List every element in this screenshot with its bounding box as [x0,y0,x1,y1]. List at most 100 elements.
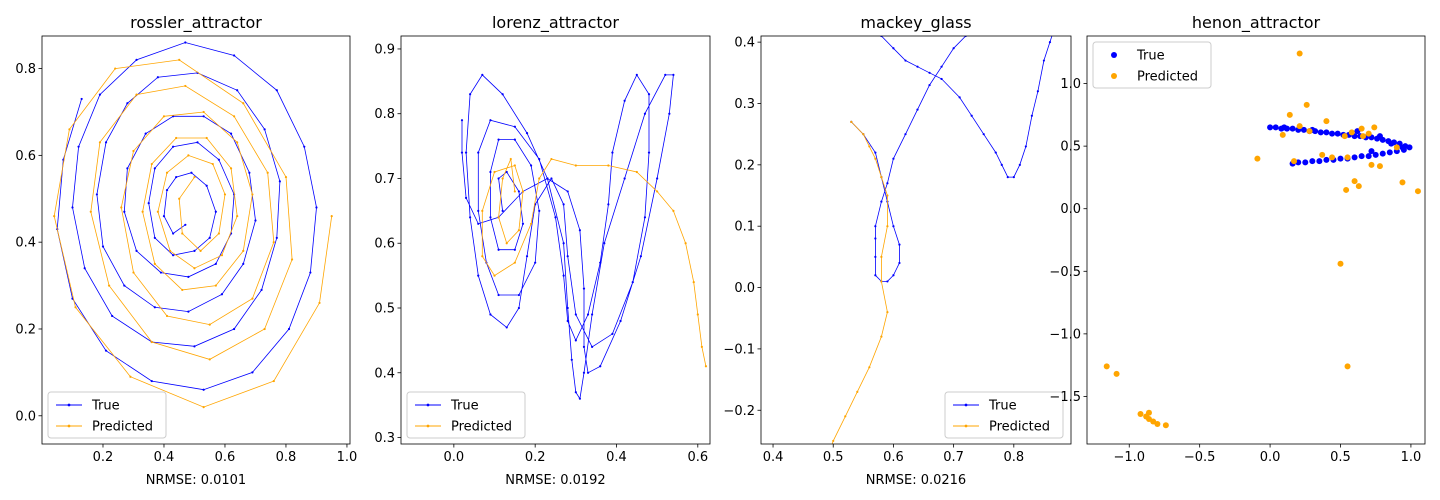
data-point-predicted [181,232,184,235]
data-point-true [505,170,508,174]
y-tick-label: 0.8 [15,62,36,77]
data-point-true [80,97,83,101]
data-point-true [599,261,602,264]
data-point-true [586,371,590,374]
data-point-predicted [513,261,516,264]
series-line-true [461,74,674,400]
scatter-point-predicted [1143,413,1150,420]
y-tick-label: 0.3 [734,97,755,112]
data-point-true [582,287,586,290]
y-tick-label: 0.5 [1060,140,1081,155]
data-point-predicted [850,120,853,123]
data-point-predicted [193,267,196,270]
data-point-true [672,73,675,76]
scatter-point-predicted [1343,186,1350,193]
data-point-predicted [184,84,187,88]
legend-box [1092,41,1212,89]
data-point-predicted [574,164,577,167]
panel-title: rossler_attractor [130,13,262,33]
data-point-true [469,216,472,219]
x-tick-label: 0.2 [525,450,546,465]
data-point-true [619,319,622,323]
data-point-predicted [856,390,859,393]
legend-marker-predicted [426,424,430,428]
data-point-true [656,177,659,180]
data-point-predicted [509,157,512,161]
legend-marker-true [964,403,968,407]
data-point-true [994,151,997,154]
data-point-true [153,236,156,239]
data-point-predicted [635,170,638,174]
scatter-point-predicted [1329,154,1336,161]
data-point-true [562,203,565,206]
data-point-predicted [513,164,516,167]
data-point-true [582,345,586,348]
data-point-true [1036,90,1039,93]
data-point-true [940,65,943,68]
data-point-true [538,209,541,212]
scatter-point-true [1272,124,1279,131]
scatter-point-predicted [1344,363,1351,370]
legend-label-true: True [450,399,479,414]
data-point-predicted [223,193,227,196]
data-point-predicted [513,190,516,193]
data-point-predicted [832,439,835,443]
data-point-predicted [862,133,865,136]
scatter-point-true [1267,124,1274,131]
data-point-true [647,93,651,96]
series-line-predicted [53,59,333,408]
data-point-true [126,167,129,170]
data-point-true [172,232,175,235]
data-point-predicted [135,93,138,96]
legend-marker-true [1111,52,1117,58]
data-point-predicted [178,197,181,200]
data-point-true [101,245,105,248]
scatter-point-true [1399,144,1406,151]
scatter-point-predicted [1103,363,1110,370]
axes-frame [760,35,1072,445]
data-point-true [982,133,985,136]
data-point-true [554,216,557,219]
data-point-true [489,313,492,316]
data-point-true [1000,163,1003,166]
data-point-predicted [74,306,77,309]
scatter-point-predicted [1355,183,1362,190]
data-point-true [892,47,895,50]
data-point-true [570,358,573,361]
data-point-true [156,76,159,79]
scatter-point-predicted [1368,161,1375,168]
scatter-point-predicted [1348,129,1355,136]
scatter-point-predicted [1323,118,1330,125]
data-point-true [477,274,480,277]
data-point-true [309,271,312,274]
data-point-true [874,151,877,154]
data-point-predicted [656,190,659,193]
data-point-predicted [150,340,153,344]
data-point-true [460,151,464,154]
data-point-true [104,349,108,352]
data-point-true [574,391,577,394]
series-line-true [880,36,1053,178]
legend-marker-predicted [964,424,968,428]
data-point-predicted [481,209,484,212]
scatter-point-true [1334,130,1341,137]
data-point-predicted [132,149,135,153]
legend-label-true: True [1136,49,1165,64]
y-tick-label: 0.6 [374,237,395,252]
panel-rossler-attractor: 0.2 0.4 0.6 0.8 1.0 0.0 0.2 0.4 0.6 0.8 rossler_at… [15,13,357,488]
data-point-true [172,254,175,257]
scatter-point-predicted [1414,188,1421,195]
scatter-point-predicted [1279,131,1286,138]
x-axis-label: NRMSE: 0.0216 [866,473,966,488]
y-tick-label: −1.5 [1049,390,1081,405]
data-point-true [464,196,468,200]
data-point-true [489,119,492,122]
y-tick-label: 0.5 [374,302,395,317]
data-point-predicted [153,262,156,265]
x-tick-label: 0.5 [823,450,844,465]
scatter-point-predicted [1303,101,1310,108]
y-tick-label: 0.6 [15,149,36,164]
data-point-true [489,170,492,174]
data-point-true [135,249,138,252]
data-point-true [187,275,190,278]
